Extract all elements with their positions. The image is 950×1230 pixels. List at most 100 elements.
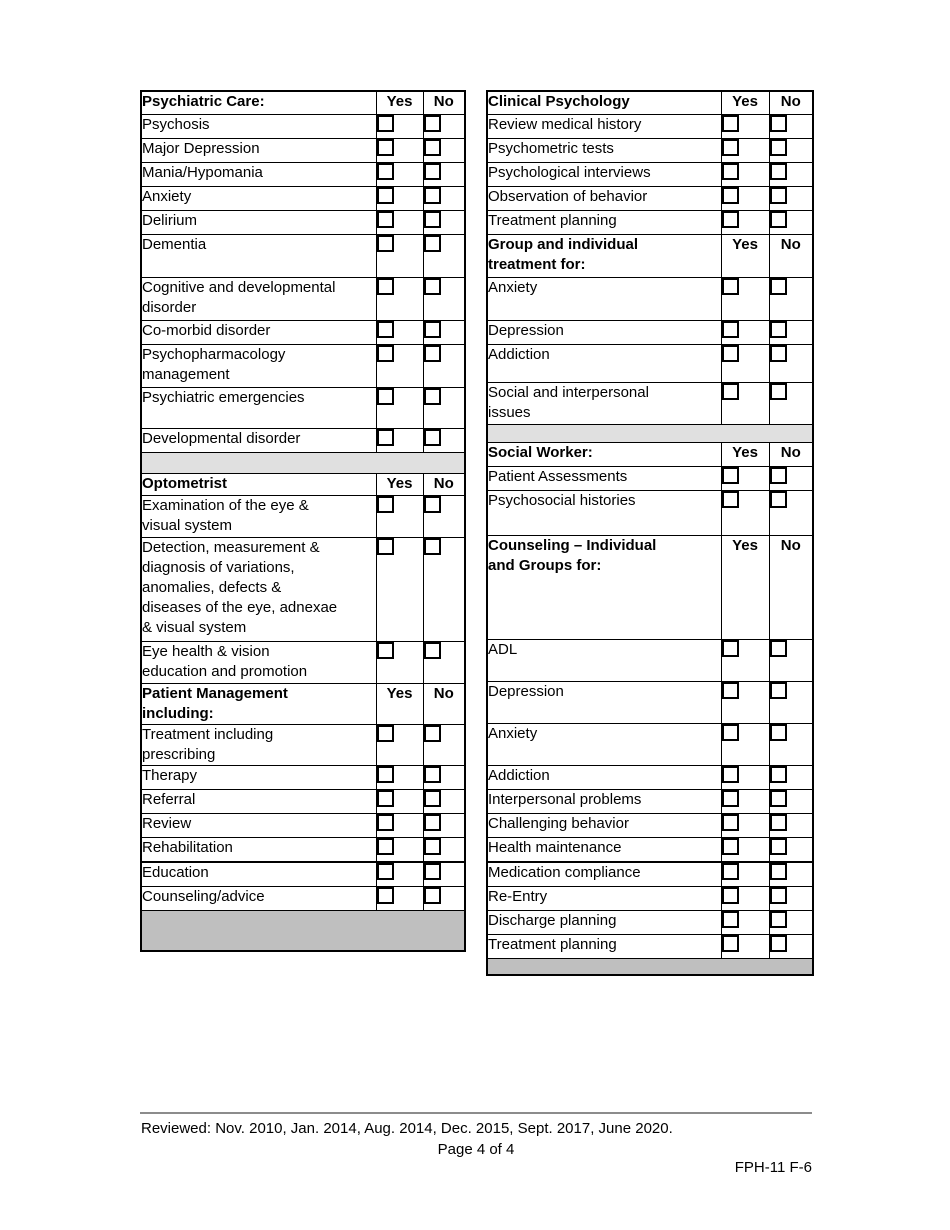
checkbox-no-dementia[interactable] xyxy=(424,235,441,252)
checkbox-yes-depression[interactable] xyxy=(722,321,739,338)
checkbox-yes-re-entry[interactable] xyxy=(722,887,739,904)
item-label-detection-measurement-diagnosis-of-variations-anomalies-defects-diseases-of-the-eye-adnexae-visual-system: Detection, measurement & diagnosis of va… xyxy=(140,536,377,642)
checkbox-no-observation-of-behavior[interactable] xyxy=(770,187,787,204)
checkbox-yes-anxiety[interactable] xyxy=(722,724,739,741)
checkbox-yes-social-and-interpersonal-issues[interactable] xyxy=(722,383,739,400)
checkbox-no-examination-of-the-eye-visual-system[interactable] xyxy=(424,496,441,513)
checkbox-no-treatment-planning[interactable] xyxy=(770,211,787,228)
checkbox-no-anxiety[interactable] xyxy=(770,278,787,295)
checkbox-no-depression[interactable] xyxy=(770,682,787,699)
no-cell-co-morbid-disorder xyxy=(422,319,466,345)
checkbox-no-social-and-interpersonal-issues[interactable] xyxy=(770,383,787,400)
checkbox-yes-treatment-planning[interactable] xyxy=(722,935,739,952)
checkbox-no-adl[interactable] xyxy=(770,640,787,657)
checkbox-yes-psychosis[interactable] xyxy=(377,115,394,132)
checkbox-no-psychosocial-histories[interactable] xyxy=(770,491,787,508)
checkbox-no-treatment-planning[interactable] xyxy=(770,935,787,952)
checkbox-no-patient-assessments[interactable] xyxy=(770,467,787,484)
checkbox-no-rehabilitation[interactable] xyxy=(424,837,441,855)
checkbox-no-treatment-including-prescribing[interactable] xyxy=(424,725,441,742)
checkbox-no-major-depression[interactable] xyxy=(424,139,441,156)
checkbox-no-cognitive-and-developmental-disorder[interactable] xyxy=(424,278,441,295)
checkbox-yes-developmental-disorder[interactable] xyxy=(377,429,394,446)
checkbox-no-re-entry[interactable] xyxy=(770,887,787,904)
checkbox-no-challenging-behavior[interactable] xyxy=(770,814,787,831)
checkbox-yes-psychosocial-histories[interactable] xyxy=(722,491,739,508)
checkbox-yes-review-medical-history[interactable] xyxy=(722,115,739,132)
checkbox-no-detection-measurement-diagnosis-of-variations-anomalies-defects-diseases-of-the-eye-adnexae-visual-system[interactable] xyxy=(424,538,441,555)
row-addiction: Addiction xyxy=(486,764,814,790)
checkbox-yes-rehabilitation[interactable] xyxy=(377,837,394,855)
checkbox-yes-major-depression[interactable] xyxy=(377,139,394,156)
checkbox-yes-referral[interactable] xyxy=(377,790,394,807)
checkbox-yes-medication-compliance[interactable] xyxy=(722,863,739,880)
checkbox-no-psychological-interviews[interactable] xyxy=(770,163,787,180)
checkbox-no-counseling-advice[interactable] xyxy=(424,887,441,904)
checkbox-yes-delirium[interactable] xyxy=(377,211,394,228)
checkbox-yes-psychiatric-emergencies[interactable] xyxy=(377,388,394,405)
checkbox-no-therapy[interactable] xyxy=(424,766,441,783)
checkbox-no-delirium[interactable] xyxy=(424,211,441,228)
checkbox-yes-therapy[interactable] xyxy=(377,766,394,783)
checkbox-yes-counseling-advice[interactable] xyxy=(377,887,394,904)
checkbox-no-anxiety[interactable] xyxy=(424,187,441,204)
checkbox-yes-addiction[interactable] xyxy=(722,345,739,362)
checkbox-yes-challenging-behavior[interactable] xyxy=(722,814,739,831)
checkbox-yes-discharge-planning[interactable] xyxy=(722,911,739,928)
footer-page-number: Page 4 of 4 xyxy=(437,1141,515,1158)
checkbox-no-review-medical-history[interactable] xyxy=(770,115,787,132)
no-cell-therapy xyxy=(422,764,466,790)
checkbox-no-psychiatric-emergencies[interactable] xyxy=(424,388,441,405)
item-label-delirium: Delirium xyxy=(140,209,377,235)
checkbox-yes-dementia[interactable] xyxy=(377,235,394,252)
checkbox-no-depression[interactable] xyxy=(770,321,787,338)
checkbox-no-addiction[interactable] xyxy=(770,766,787,783)
checkbox-yes-mania-hypomania[interactable] xyxy=(377,163,394,180)
checkbox-yes-patient-assessments[interactable] xyxy=(722,467,739,484)
checkbox-no-health-maintenance[interactable] xyxy=(770,837,787,855)
checkbox-no-mania-hypomania[interactable] xyxy=(424,163,441,180)
row-adl: ADL xyxy=(486,638,814,682)
yes-cell-anxiety xyxy=(375,185,424,211)
no-cell-medication-compliance xyxy=(768,860,814,887)
checkbox-no-psychopharmacology-management[interactable] xyxy=(424,345,441,362)
checkbox-yes-health-maintenance[interactable] xyxy=(722,837,739,855)
checkbox-yes-depression[interactable] xyxy=(722,682,739,699)
checkbox-no-medication-compliance[interactable] xyxy=(770,863,787,880)
checkbox-no-psychometric-tests[interactable] xyxy=(770,139,787,156)
checkbox-yes-detection-measurement-diagnosis-of-variations-anomalies-defects-diseases-of-the-eye-adnexae-visual-system[interactable] xyxy=(377,538,394,555)
checkbox-yes-review[interactable] xyxy=(377,814,394,831)
checkbox-yes-psychometric-tests[interactable] xyxy=(722,139,739,156)
checkbox-yes-anxiety[interactable] xyxy=(377,187,394,204)
checkbox-no-interpersonal-problems[interactable] xyxy=(770,790,787,807)
checkbox-no-anxiety[interactable] xyxy=(770,724,787,741)
filler-row-cell xyxy=(140,909,466,952)
checkbox-no-co-morbid-disorder[interactable] xyxy=(424,321,441,338)
checkbox-yes-education[interactable] xyxy=(377,863,394,880)
checkbox-no-education[interactable] xyxy=(424,863,441,880)
checkbox-yes-treatment-planning[interactable] xyxy=(722,211,739,228)
checkbox-yes-treatment-including-prescribing[interactable] xyxy=(377,725,394,742)
checkbox-yes-interpersonal-problems[interactable] xyxy=(722,790,739,807)
checkbox-yes-examination-of-the-eye-visual-system[interactable] xyxy=(377,496,394,513)
checkbox-no-addiction[interactable] xyxy=(770,345,787,362)
checkbox-yes-psychopharmacology-management[interactable] xyxy=(377,345,394,362)
checkbox-yes-eye-health-vision-education-and-promotion[interactable] xyxy=(377,642,394,659)
checkbox-yes-adl[interactable] xyxy=(722,640,739,657)
section-title-counseling-individual-and-groups-for: Counseling – Individual and Groups for: xyxy=(486,534,722,640)
checkbox-no-eye-health-vision-education-and-promotion[interactable] xyxy=(424,642,441,659)
checkbox-no-review[interactable] xyxy=(424,814,441,831)
checkbox-yes-addiction[interactable] xyxy=(722,766,739,783)
yes-cell-counseling-advice xyxy=(375,885,424,911)
section-title-group-and-individual-treatment-for: Group and individual treatment for: xyxy=(486,233,722,278)
row-counseling-advice: Counseling/advice xyxy=(140,885,466,911)
checkbox-yes-cognitive-and-developmental-disorder[interactable] xyxy=(377,278,394,295)
checkbox-no-discharge-planning[interactable] xyxy=(770,911,787,928)
checkbox-yes-psychological-interviews[interactable] xyxy=(722,163,739,180)
checkbox-no-psychosis[interactable] xyxy=(424,115,441,132)
checkbox-yes-co-morbid-disorder[interactable] xyxy=(377,321,394,338)
checkbox-yes-anxiety[interactable] xyxy=(722,278,739,295)
checkbox-no-developmental-disorder[interactable] xyxy=(424,429,441,446)
checkbox-no-referral[interactable] xyxy=(424,790,441,807)
checkbox-yes-observation-of-behavior[interactable] xyxy=(722,187,739,204)
